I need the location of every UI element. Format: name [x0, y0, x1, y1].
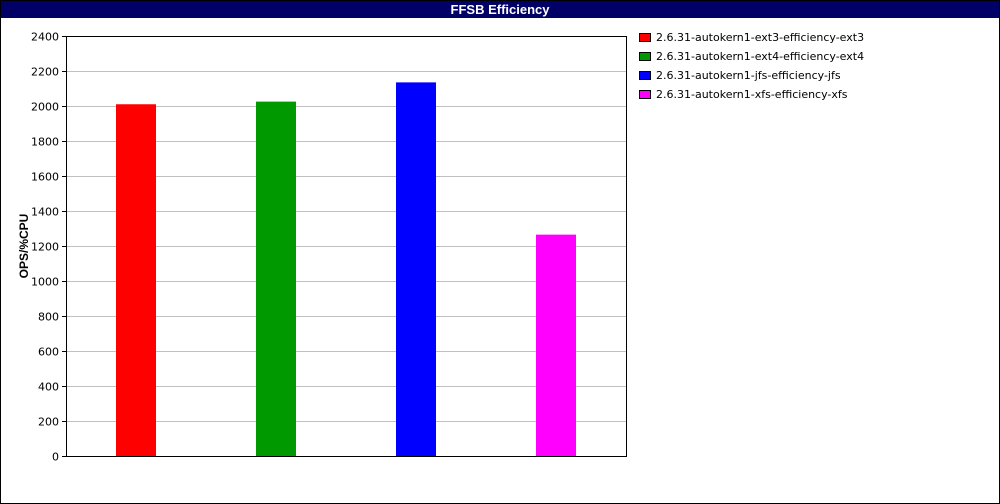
legend-swatch [639, 33, 651, 42]
y-tick-label: 400 [38, 381, 59, 394]
y-ticks: 0 200 400 600 800 1000 1200 1400 1600 1800 2000 220… [31, 31, 66, 464]
legend: 2.6.31-autokern1-ext3-efficiency-ext3 2.6… [639, 28, 864, 104]
axes-box [66, 36, 627, 457]
y-tick-label: 1000 [31, 276, 59, 289]
chart-title: FFSB Efficiency [1, 1, 999, 18]
y-axis-label: OPS/%CPU [17, 214, 31, 279]
bar-4 [536, 234, 576, 456]
y-tick-label: 2400 [31, 31, 59, 44]
legend-label: 2.6.31-autokern1-ext4-efficiency-ext4 [656, 50, 865, 63]
bars [116, 82, 576, 456]
legend-label: 2.6.31-autokern1-ext3-efficiency-ext3 [656, 31, 865, 44]
legend-item: 2.6.31-autokern1-ext4-efficiency-ext4 [639, 47, 864, 66]
y-tick-label: 200 [38, 416, 59, 429]
legend-swatch [639, 90, 651, 99]
legend-swatch [639, 52, 651, 61]
bar-3 [396, 82, 436, 456]
legend-item: 2.6.31-autokern1-ext3-efficiency-ext3 [639, 28, 864, 47]
y-tick-label: 800 [38, 311, 59, 324]
legend-item: 2.6.31-autokern1-jfs-efficiency-jfs [639, 66, 864, 85]
legend-label: 2.6.31-autokern1-xfs-efficiency-xfs [656, 88, 848, 101]
legend-swatch [639, 71, 651, 80]
y-tick-label: 2200 [31, 66, 59, 79]
legend-item: 2.6.31-autokern1-xfs-efficiency-xfs [639, 85, 864, 104]
y-tick-label: 600 [38, 346, 59, 359]
bar-1 [116, 104, 156, 456]
y-tick-label: 1600 [31, 171, 59, 184]
y-tick-label: 1200 [31, 241, 59, 254]
y-tick-label: 2000 [31, 101, 59, 114]
y-tick-label: 0 [52, 451, 59, 464]
y-tick-label: 1400 [31, 206, 59, 219]
y-tick-label: 1800 [31, 136, 59, 149]
bar-2 [256, 101, 296, 456]
legend-label: 2.6.31-autokern1-jfs-efficiency-jfs [656, 69, 841, 82]
grid-lines [66, 71, 626, 422]
